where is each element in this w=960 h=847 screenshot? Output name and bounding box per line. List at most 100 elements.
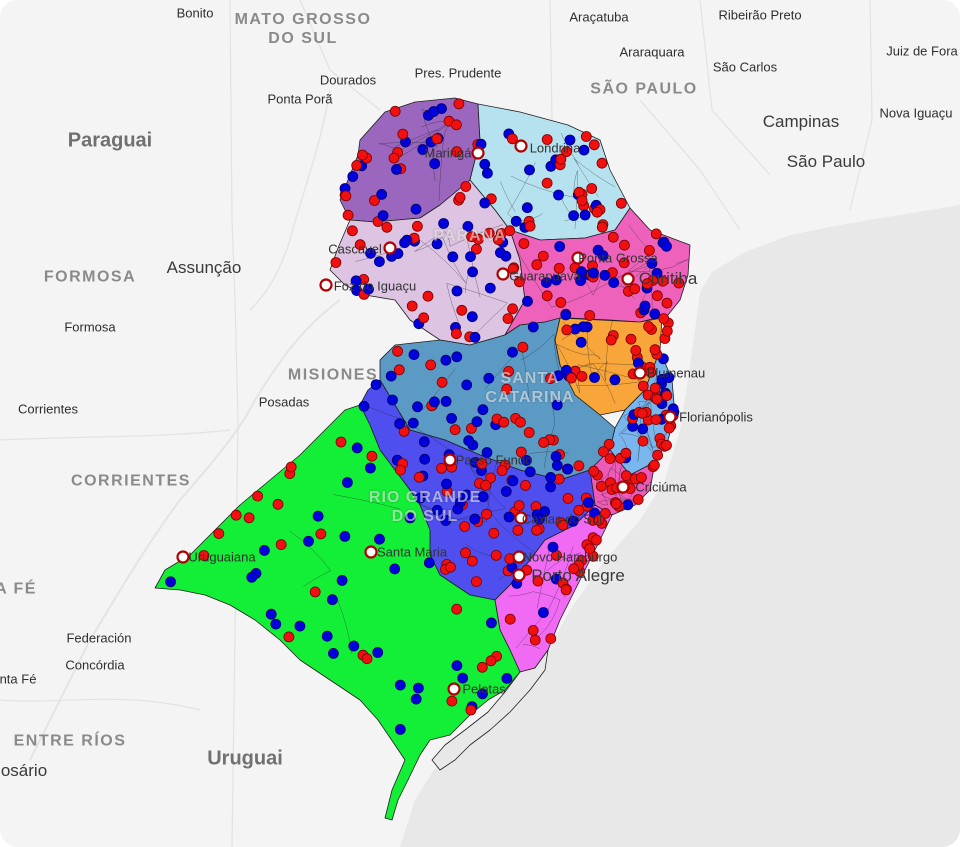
blue-marker[interactable] (452, 503, 464, 515)
blue-marker[interactable] (446, 412, 458, 424)
blue-marker[interactable] (551, 399, 563, 411)
blue-marker[interactable] (451, 660, 463, 671)
red-marker[interactable] (603, 438, 615, 450)
red-marker[interactable] (381, 221, 393, 233)
blue-marker[interactable] (503, 511, 515, 523)
red-marker[interactable] (610, 498, 622, 510)
city-marker[interactable] (319, 278, 333, 292)
red-marker[interactable] (545, 633, 557, 644)
red-marker[interactable] (460, 547, 471, 559)
red-marker[interactable] (275, 539, 287, 550)
blue-marker[interactable] (479, 197, 491, 209)
red-marker[interactable] (584, 310, 596, 321)
red-marker[interactable] (529, 634, 541, 646)
blue-marker[interactable] (547, 541, 559, 553)
blue-marker[interactable] (534, 513, 545, 525)
blue-marker[interactable] (494, 247, 506, 259)
city-marker[interactable] (447, 682, 461, 696)
blue-marker[interactable] (527, 321, 539, 333)
red-marker[interactable] (445, 561, 456, 573)
red-marker[interactable] (504, 613, 516, 625)
red-marker[interactable] (389, 105, 401, 117)
blue-marker[interactable] (365, 247, 377, 259)
red-marker[interactable] (636, 407, 648, 419)
red-marker[interactable] (513, 500, 525, 511)
red-marker[interactable] (527, 625, 539, 636)
red-marker[interactable] (480, 479, 492, 491)
blue-marker[interactable] (376, 188, 388, 200)
red-marker[interactable] (576, 195, 588, 207)
blue-marker[interactable] (440, 354, 452, 366)
blue-marker[interactable] (412, 682, 424, 694)
red-marker[interactable] (573, 504, 585, 516)
blue-marker[interactable] (447, 251, 459, 263)
blue-marker[interactable] (639, 300, 651, 312)
red-marker[interactable] (598, 446, 609, 458)
blue-marker[interactable] (564, 134, 576, 146)
blue-marker[interactable] (567, 515, 579, 527)
blue-marker[interactable] (358, 400, 370, 412)
blue-marker[interactable] (479, 158, 491, 170)
blue-marker[interactable] (451, 285, 463, 297)
red-marker[interactable] (411, 220, 423, 232)
red-marker[interactable] (354, 239, 366, 251)
red-marker[interactable] (425, 359, 437, 371)
blue-marker[interactable] (410, 203, 422, 215)
red-marker[interactable] (285, 461, 297, 473)
red-marker[interactable] (213, 528, 225, 539)
red-marker[interactable] (531, 259, 543, 271)
blue-marker[interactable] (363, 283, 374, 295)
red-marker[interactable] (413, 471, 425, 483)
red-marker[interactable] (453, 98, 465, 110)
red-marker[interactable] (507, 263, 519, 275)
blue-marker[interactable] (327, 648, 339, 659)
blue-marker[interactable] (423, 557, 435, 569)
red-marker[interactable] (561, 324, 573, 336)
red-marker[interactable] (230, 509, 242, 521)
red-marker[interactable] (366, 450, 378, 462)
blue-marker[interactable] (431, 238, 443, 250)
red-marker[interactable] (538, 436, 549, 448)
blue-marker[interactable] (457, 672, 469, 684)
blue-marker[interactable] (441, 478, 452, 490)
blue-marker[interactable] (417, 144, 429, 155)
blue-marker[interactable] (608, 277, 620, 289)
red-marker[interactable] (393, 364, 405, 376)
red-marker[interactable] (629, 283, 641, 295)
red-marker[interactable] (645, 366, 657, 378)
blue-marker[interactable] (451, 351, 463, 363)
red-marker[interactable] (485, 655, 497, 667)
blue-marker[interactable] (391, 163, 402, 175)
blue-marker[interactable] (348, 640, 360, 652)
blue-marker[interactable] (412, 401, 423, 413)
city-marker[interactable] (512, 568, 526, 582)
blue-marker[interactable] (576, 266, 587, 278)
red-marker[interactable] (512, 524, 524, 536)
red-marker[interactable] (476, 661, 488, 673)
red-marker[interactable] (483, 227, 495, 239)
blue-marker[interactable] (372, 647, 384, 658)
red-marker[interactable] (330, 257, 342, 268)
blue-marker[interactable] (341, 477, 353, 488)
blue-marker[interactable] (481, 167, 493, 179)
blue-marker[interactable] (575, 336, 587, 348)
red-marker[interactable] (661, 297, 673, 309)
blue-marker[interactable] (483, 372, 495, 384)
red-marker[interactable] (649, 459, 660, 471)
red-marker[interactable] (595, 480, 607, 492)
red-marker[interactable] (615, 197, 627, 209)
red-marker[interactable] (283, 631, 295, 643)
red-marker[interactable] (446, 695, 458, 707)
red-marker[interactable] (406, 300, 418, 312)
red-marker[interactable] (649, 382, 661, 394)
blue-marker[interactable] (438, 218, 450, 229)
red-marker[interactable] (515, 416, 526, 428)
blue-marker[interactable] (462, 220, 474, 232)
blue-marker[interactable] (466, 311, 478, 323)
blue-marker[interactable] (575, 275, 586, 287)
blue-marker[interactable] (321, 630, 333, 642)
blue-marker[interactable] (597, 250, 609, 262)
red-marker[interactable] (517, 341, 529, 353)
red-marker[interactable] (555, 153, 567, 165)
